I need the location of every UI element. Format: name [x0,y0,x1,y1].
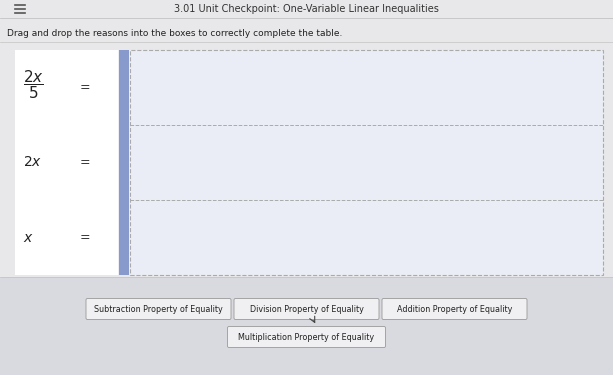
Text: 3.01 Unit Checkpoint: One-Variable Linear Inequalities: 3.01 Unit Checkpoint: One-Variable Linea… [174,4,439,14]
Bar [130,50,603,275]
Bar [15,200,118,275]
Text: $x$: $x$ [23,231,34,244]
Text: Division Property of Equality: Division Property of Equality [249,304,364,313]
FancyBboxPatch shape [86,298,231,320]
Text: Multiplication Property of Equality: Multiplication Property of Equality [238,333,375,342]
FancyBboxPatch shape [382,298,527,320]
Text: =: = [80,231,91,244]
Bar [15,50,118,125]
Bar [119,50,129,125]
Bar [119,125,129,200]
Bar [0,0,613,18]
Bar [119,200,129,275]
Bar [15,125,118,200]
Text: $\dfrac{2x}{5}$: $\dfrac{2x}{5}$ [23,68,44,101]
Bar [0,277,613,375]
Text: $2x$: $2x$ [23,156,42,170]
Text: =: = [80,156,91,169]
FancyBboxPatch shape [234,298,379,320]
Text: Addition Property of Equality: Addition Property of Equality [397,304,512,313]
Text: =: = [80,81,91,94]
Text: Drag and drop the reasons into the boxes to correctly complete the table.: Drag and drop the reasons into the boxes… [7,30,343,39]
Bar [15,50,603,275]
FancyBboxPatch shape [227,327,386,348]
Text: Subtraction Property of Equality: Subtraction Property of Equality [94,304,223,313]
